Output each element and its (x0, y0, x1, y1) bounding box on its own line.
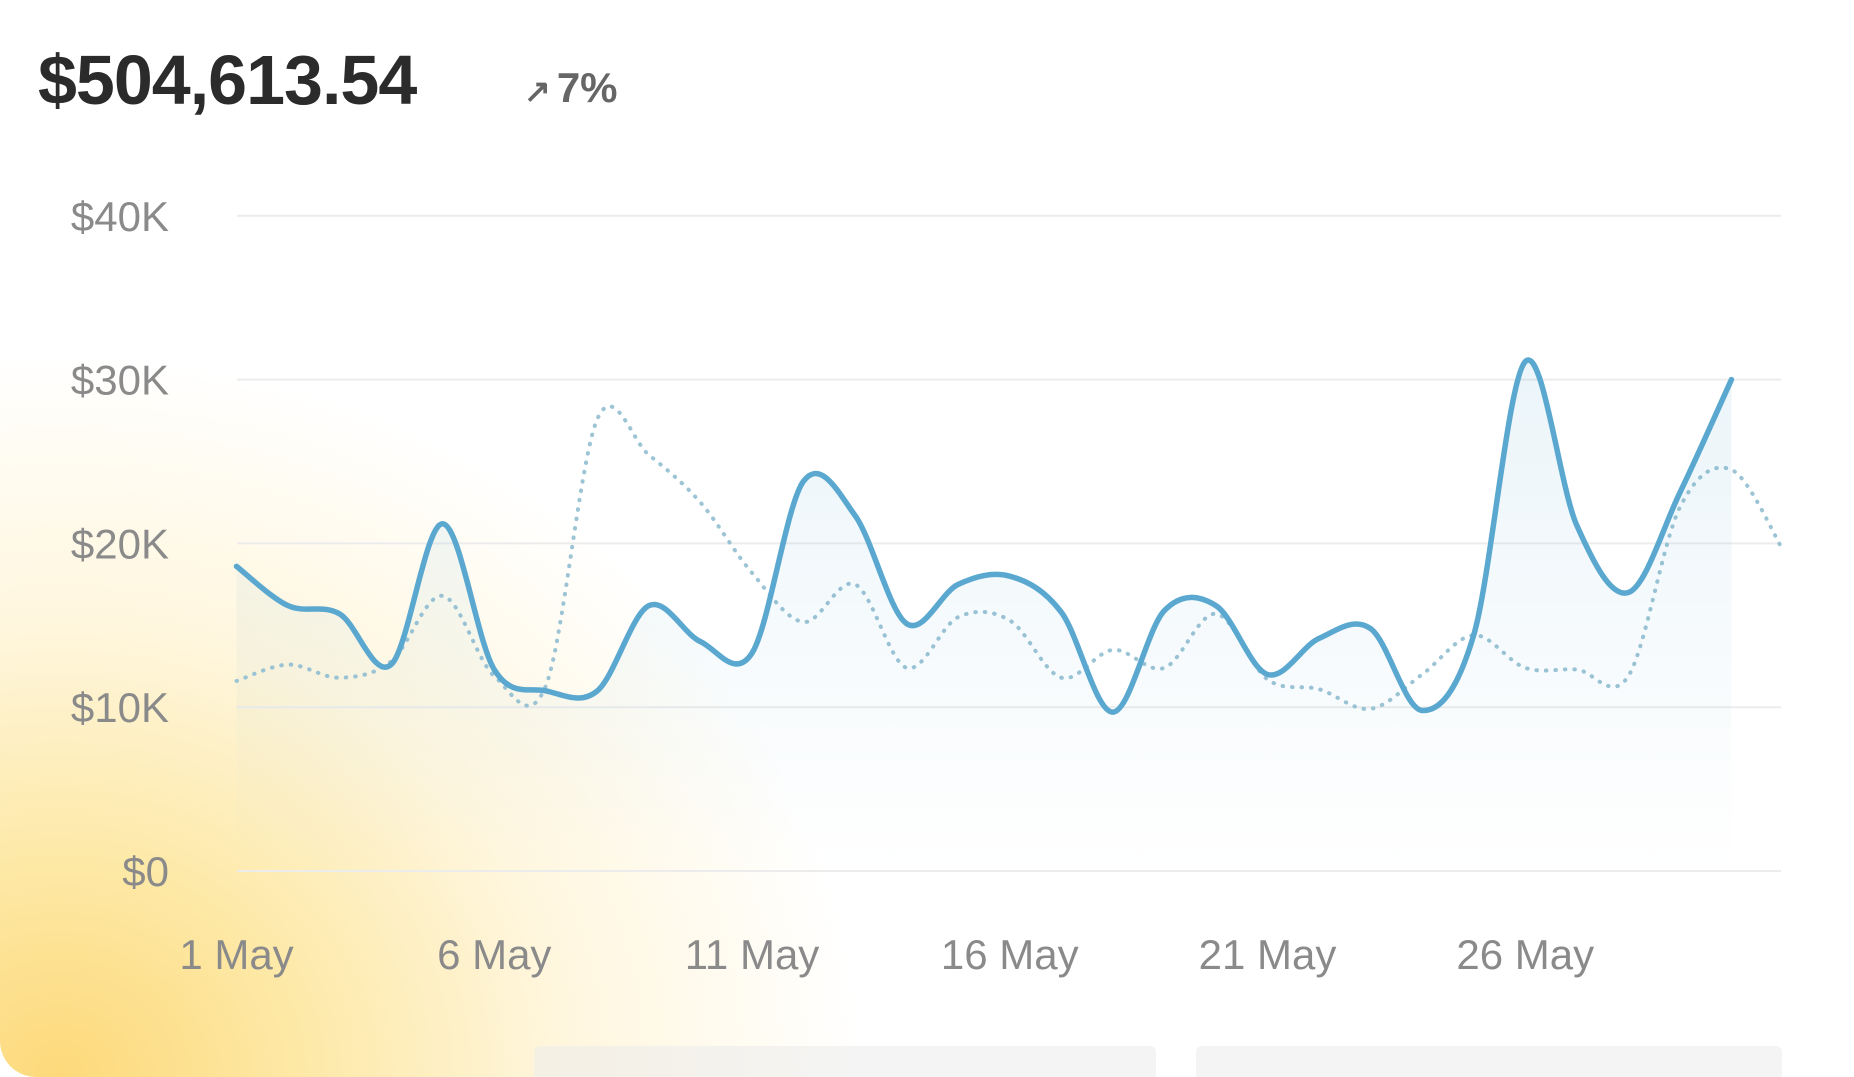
legend-current-period[interactable] (534, 1046, 1156, 1077)
y-tick-label: $30K (71, 357, 169, 404)
x-tick-label: 26 May (1456, 931, 1594, 978)
x-tick-label: 21 May (1199, 931, 1337, 978)
arrow-up-right-icon: ↗ (524, 73, 551, 109)
x-tick-label: 16 May (941, 931, 1079, 978)
y-tick-label: $10K (71, 684, 169, 731)
x-tick-label: 11 May (685, 931, 820, 978)
y-tick-label: $0 (122, 848, 169, 895)
y-tick-label: $20K (71, 520, 169, 567)
current-period-line (233, 357, 1735, 715)
x-tick-label: 1 May (179, 931, 293, 978)
series-area (236, 359, 1732, 871)
change-value: 7% (556, 64, 618, 111)
total-revenue: $504,613.54 (38, 41, 417, 119)
change-badge: ↗ 7% (524, 64, 618, 112)
x-tick-label: 6 May (437, 931, 551, 978)
y-tick-label: $40K (71, 193, 169, 240)
legend-previous-period[interactable] (1196, 1046, 1782, 1077)
